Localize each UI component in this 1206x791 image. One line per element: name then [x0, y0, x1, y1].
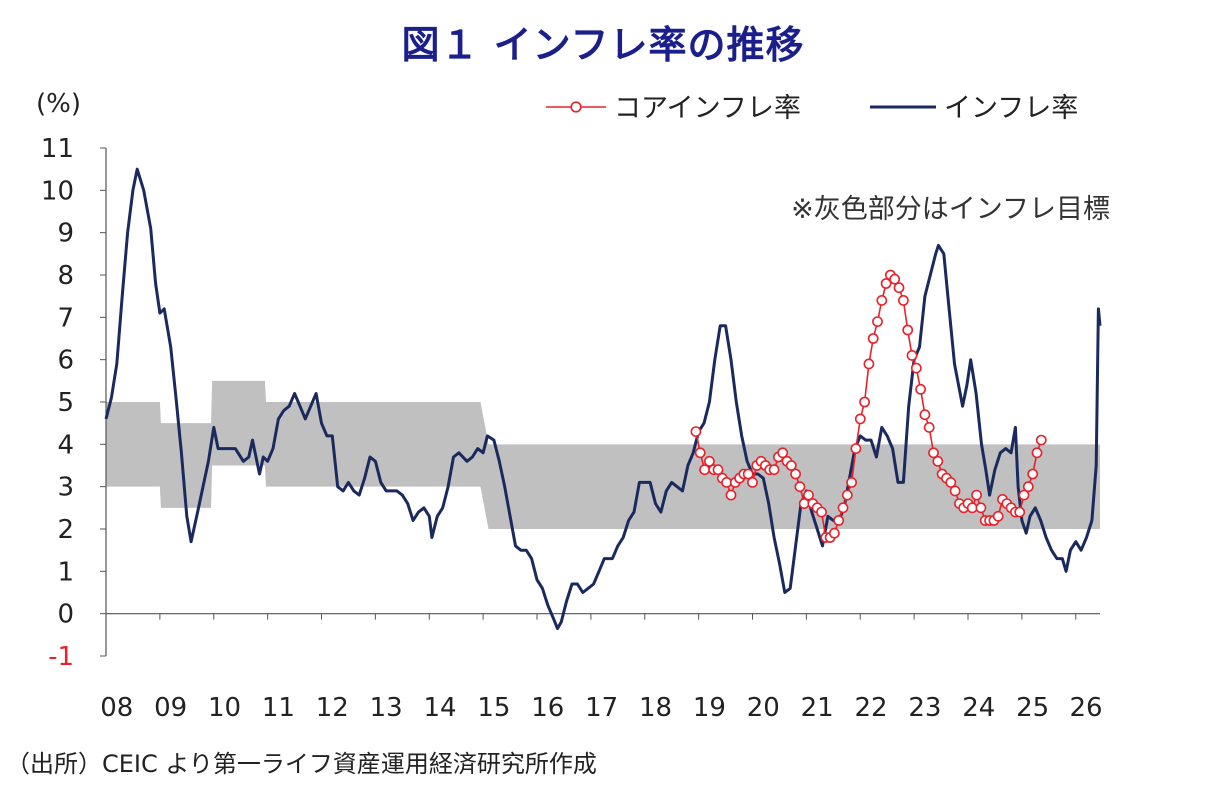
core-inflation-point	[992, 510, 1004, 522]
axes	[100, 147, 1100, 657]
core-inflation-point	[919, 409, 931, 421]
x-tick-label: 24	[962, 693, 995, 723]
core-inflation-point	[893, 282, 905, 294]
core-inflation-point	[816, 506, 827, 518]
core-inflation-point	[867, 333, 879, 344]
core-inflation-point	[872, 316, 883, 327]
core-inflation-point	[704, 455, 715, 467]
x-tick-label: 18	[639, 693, 672, 723]
core-inflation-point	[945, 476, 957, 488]
core-inflation-point	[721, 476, 732, 488]
core-inflation-point	[777, 447, 789, 459]
core-inflation-point	[1031, 447, 1043, 459]
core-inflation-point	[923, 421, 935, 433]
x-tick-label: 17	[585, 693, 618, 723]
chart-title: 図１ インフレ率の推移	[401, 23, 805, 67]
core-inflation-point	[1018, 489, 1030, 501]
core-inflation-point	[768, 464, 780, 476]
y-tick-label: 11	[41, 134, 74, 164]
core-inflation-point	[803, 489, 814, 501]
core-inflation-point	[880, 278, 892, 289]
core-inflation-point	[902, 324, 914, 336]
core-inflation-point	[850, 443, 862, 454]
core-inflation-point	[829, 527, 840, 539]
core-inflation-point	[1035, 434, 1047, 446]
core-inflation-point	[690, 426, 702, 437]
core-inflation-point	[1014, 506, 1026, 518]
y-tick-label: 1	[57, 557, 74, 587]
core-inflation-point	[971, 489, 982, 501]
y-axis-unit: (%)	[36, 89, 81, 119]
legend-core-marker	[570, 101, 582, 113]
core-inflation-point	[854, 413, 866, 425]
core-inflation-point	[876, 294, 888, 306]
core-inflation-point	[975, 502, 987, 514]
legend-core-label: コアインフレ率	[614, 93, 801, 124]
core-inflation-point	[785, 460, 797, 471]
core-inflation-point	[747, 476, 758, 488]
core-inflation-point	[833, 515, 845, 526]
x-tick-label: 12	[316, 693, 349, 723]
y-tick-label: 2	[57, 515, 74, 545]
core-inflation-point	[841, 489, 853, 501]
core-inflation-point	[898, 294, 909, 306]
core-inflation-point	[790, 468, 801, 480]
core-inflation-point	[1027, 468, 1039, 480]
core-inflation-point	[949, 485, 961, 497]
core-inflation-point	[794, 481, 806, 493]
core-inflation-point	[915, 383, 926, 395]
x-tick-label: 20	[747, 693, 780, 723]
core-inflation-point	[846, 476, 857, 488]
x-tick-label: 26	[1069, 693, 1102, 723]
y-tick-label: 3	[57, 473, 74, 503]
core-inflation-point	[837, 502, 849, 514]
x-tick-label: 23	[908, 693, 941, 723]
y-tick-label: -1	[48, 642, 74, 672]
core-inflation-point	[725, 489, 737, 501]
x-tick-label: 16	[531, 693, 564, 723]
y-tick-label: 9	[57, 219, 74, 249]
x-tick-label: 08	[100, 693, 133, 723]
x-tick-label: 13	[370, 693, 403, 723]
x-tick-label: 09	[154, 693, 187, 723]
core-inflation-point	[699, 464, 710, 476]
core-inflation-point	[712, 464, 724, 476]
x-tick-label: 21	[801, 693, 834, 723]
x-tick-label: 19	[693, 693, 726, 723]
core-inflation-point	[863, 358, 875, 370]
source-note: （出所）CEIC より第一ライフ資産運用経済研究所作成	[6, 750, 597, 778]
core-inflation-point	[906, 349, 918, 361]
y-tick-label: 8	[57, 261, 74, 291]
x-tick-label: 22	[854, 693, 887, 723]
target-band-note: ※灰色部分はインフレ目標	[791, 194, 1110, 225]
series-layer	[104, 167, 1102, 630]
y-tick-label: 6	[57, 346, 74, 376]
y-tick-label: 4	[57, 430, 74, 460]
x-tick-label: 10	[208, 693, 241, 723]
y-tick-label: 5	[57, 388, 74, 418]
core-inflation-point	[1022, 481, 1034, 493]
core-inflation-point	[928, 447, 939, 459]
core-inflation-point	[859, 396, 870, 408]
y-tick-label: 0	[57, 600, 74, 630]
x-tick-label: 25	[1016, 693, 1049, 723]
y-tick-label: 7	[57, 303, 74, 333]
x-tick-label: 14	[423, 693, 456, 723]
x-tick-label: 15	[477, 693, 510, 723]
core-inflation-point	[694, 447, 706, 459]
x-tick-label: 11	[262, 693, 295, 723]
headline-inflation-line	[104, 167, 1102, 630]
legend-headline-label: インフレ率	[944, 93, 1078, 124]
core-inflation-point	[932, 455, 944, 467]
core-inflation-point	[889, 273, 901, 285]
y-tick-label: 10	[41, 176, 74, 206]
core-inflation-point	[910, 362, 922, 374]
core-inflation-point	[742, 468, 754, 480]
